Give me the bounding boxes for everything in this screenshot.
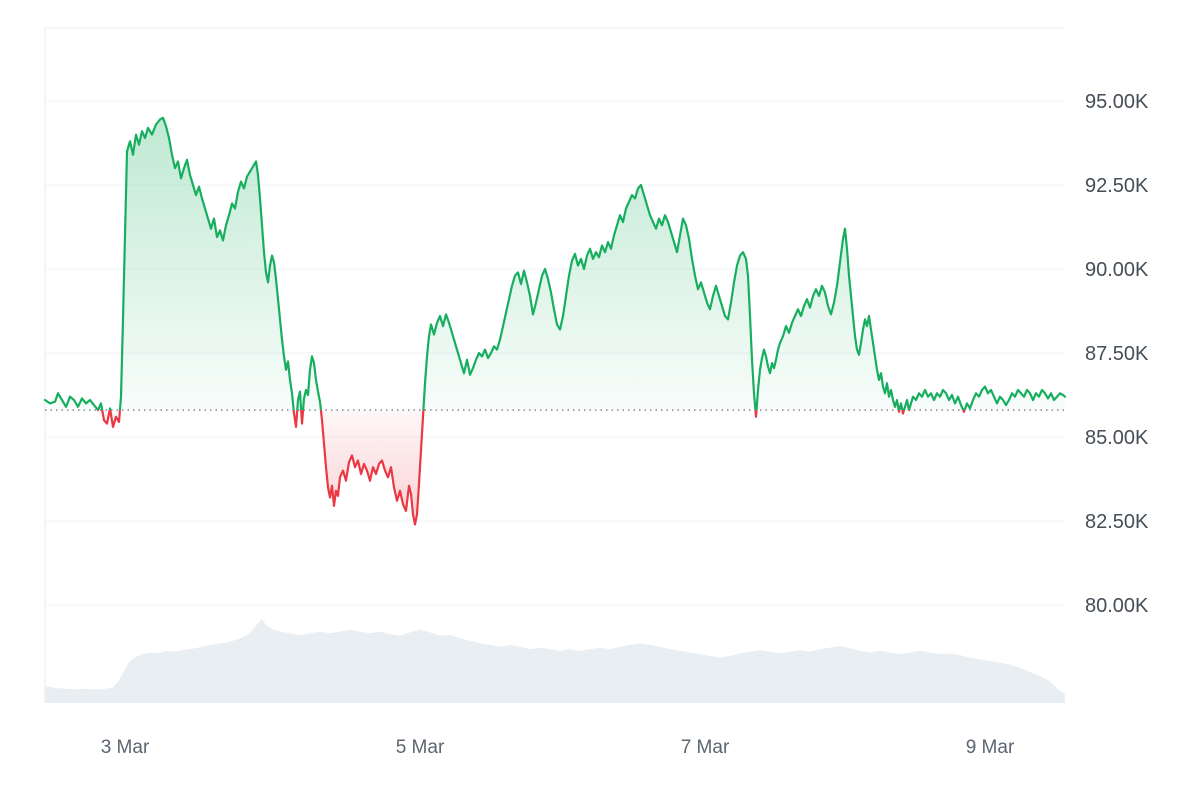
y-tick-label: 90.00K <box>1085 259 1149 281</box>
price-area-green <box>45 117 1065 411</box>
y-tick-label: 92.50K <box>1085 175 1149 197</box>
price-line-green <box>43 116 1067 411</box>
y-tick-label: 95.00K <box>1085 91 1149 113</box>
y-tick-label: 85.00K <box>1085 427 1149 449</box>
y-tick-label: 80.00K <box>1085 595 1149 617</box>
y-tick-label: 82.50K <box>1085 511 1149 533</box>
x-tick-label: 9 Mar <box>966 737 1015 758</box>
y-axis-labels: 95.00K 92.50K 90.00K 87.50K 85.00K 82.50… <box>1085 91 1149 617</box>
x-tick-label: 3 Mar <box>101 737 150 758</box>
y-tick-label: 87.50K <box>1085 343 1149 365</box>
volume-area <box>45 619 1065 703</box>
x-tick-label: 7 Mar <box>681 737 730 758</box>
x-axis-labels: 3 Mar 5 Mar 7 Mar 9 Mar <box>101 737 1015 758</box>
x-tick-label: 5 Mar <box>396 737 445 758</box>
